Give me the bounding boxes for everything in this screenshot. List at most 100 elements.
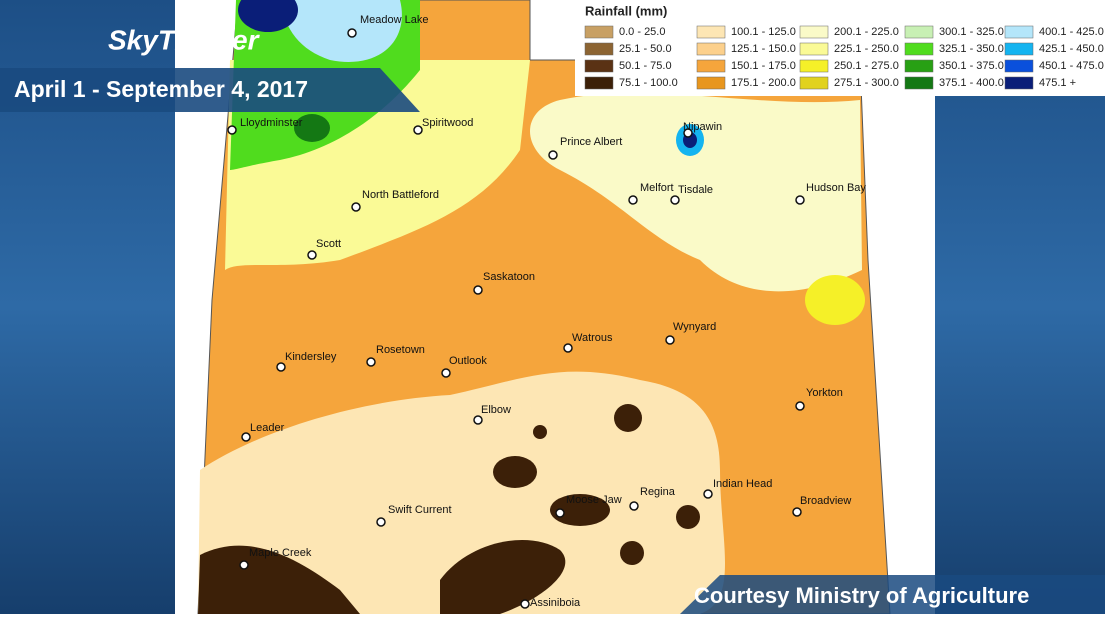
legend-label: 450.1 - 475.0 (1039, 60, 1104, 72)
legend-swatch (904, 42, 934, 56)
legend: 0.0 - 25.0 25.1 - 50.0 50.1 - 75.0 75.1 - 1… (584, 25, 1104, 90)
city-label: Nipawin (683, 121, 722, 133)
brand: SkyTracker (108, 24, 261, 55)
city-label: Broadview (800, 495, 851, 507)
city-label: Rosetown (376, 344, 425, 356)
city-dot (792, 507, 802, 517)
legend-label: 150.1 - 175.0 (731, 60, 796, 72)
city-label: Melfort (640, 182, 674, 194)
legend-label: 25.1 - 50.0 (619, 43, 672, 55)
legend-label: 50.1 - 75.0 (619, 60, 672, 72)
legend-swatch (799, 25, 829, 39)
legend-swatch (1004, 25, 1034, 39)
legend-swatch (696, 76, 726, 90)
legend-swatch (584, 59, 614, 73)
city-dot (276, 362, 286, 372)
city-dot (307, 250, 317, 260)
legend-label: 200.1 - 225.0 (834, 26, 899, 38)
legend-label: 125.1 - 150.0 (731, 43, 796, 55)
city-dot (241, 432, 251, 442)
city-dot (563, 343, 573, 353)
legend-swatch (584, 42, 614, 56)
city-dot (703, 489, 713, 499)
city-dot (473, 415, 483, 425)
legend-label: 275.1 - 300.0 (834, 77, 899, 89)
legend-swatch (696, 25, 726, 39)
credit-text: Courtesy Ministry of Agriculture (694, 583, 1029, 608)
city-dot (227, 125, 237, 135)
city-dot (520, 599, 530, 609)
city-dot (555, 508, 565, 518)
credit-banner (680, 575, 1105, 614)
city-label: Watrous (572, 332, 613, 344)
legend-label: 350.1 - 375.0 (939, 60, 1004, 72)
city-label: Tisdale (678, 184, 713, 196)
legend-swatch (1004, 42, 1034, 56)
city-label: Swift Current (388, 504, 452, 516)
legend-label: 325.1 - 350.0 (939, 43, 1004, 55)
city-dot (628, 195, 638, 205)
city-label: North Battleford (362, 189, 439, 201)
legend-swatch (904, 76, 934, 90)
legend-label: 475.1 + (1039, 77, 1076, 89)
date-text: April 1 - September 4, 2017 (14, 76, 308, 102)
legend-label: 225.1 - 250.0 (834, 43, 899, 55)
city-label: Meadow Lake (360, 14, 429, 26)
city-label: Lloydminster (240, 117, 303, 129)
legend-label: 0.0 - 25.0 (619, 26, 665, 38)
city-label: Prince Albert (560, 136, 622, 148)
city-label: Wynyard (673, 321, 716, 333)
city-dot (347, 28, 357, 38)
city-dot (239, 560, 249, 570)
city-label: Indian Head (713, 478, 772, 490)
city-dot (366, 357, 376, 367)
legend-label: 175.1 - 200.0 (731, 77, 796, 89)
city-label: Outlook (449, 355, 487, 367)
legend-title: Rainfall (mm) (585, 3, 667, 18)
city-label: Elbow (481, 404, 511, 416)
city-label: Assiniboia (530, 597, 581, 609)
city-label: Hudson Bay (806, 182, 866, 194)
map (197, 0, 891, 615)
city-label: Moose Jaw (566, 494, 622, 506)
legend-swatch (1004, 76, 1034, 90)
legend-swatch (799, 59, 829, 73)
city-dot (473, 285, 483, 295)
legend-swatch (799, 76, 829, 90)
city-dot (351, 202, 361, 212)
city-label: Leader (250, 422, 285, 434)
legend-label: 100.1 - 125.0 (731, 26, 796, 38)
legend-label: 425.1 - 450.0 (1039, 43, 1104, 55)
city-label: Kindersley (285, 351, 337, 363)
legend-swatch (584, 76, 614, 90)
legend-label: 75.1 - 100.0 (619, 77, 678, 89)
date-banner (0, 68, 420, 112)
city-label: Regina (640, 486, 676, 498)
city-dot (683, 128, 693, 138)
legend-label: 300.1 - 325.0 (939, 26, 1004, 38)
city-label: Yorkton (806, 387, 843, 399)
city-label: Maple Creek (249, 547, 312, 559)
city-dot (441, 368, 451, 378)
legend-swatch (696, 59, 726, 73)
city-label: Saskatoon (483, 271, 535, 283)
city-dot (376, 517, 386, 527)
legend-label: 250.1 - 275.0 (834, 60, 899, 72)
legend-label: 375.1 - 400.0 (939, 77, 1004, 89)
city-dot (670, 195, 680, 205)
city-labels: Meadow Lake Lloydminster Spiritwood Prince … (227, 14, 866, 609)
city-dot (795, 195, 805, 205)
legend-swatch (1004, 59, 1034, 73)
city-dot (629, 501, 639, 511)
legend-swatch (904, 25, 934, 39)
city-dot (413, 125, 423, 135)
legend-swatch (799, 42, 829, 56)
city-dot (665, 335, 675, 345)
city-dot (548, 150, 558, 160)
city-dot (795, 401, 805, 411)
legend-swatch (904, 59, 934, 73)
city-label: Spiritwood (422, 117, 473, 129)
legend-swatch (696, 42, 726, 56)
legend-label: 400.1 - 425.0 (1039, 26, 1104, 38)
